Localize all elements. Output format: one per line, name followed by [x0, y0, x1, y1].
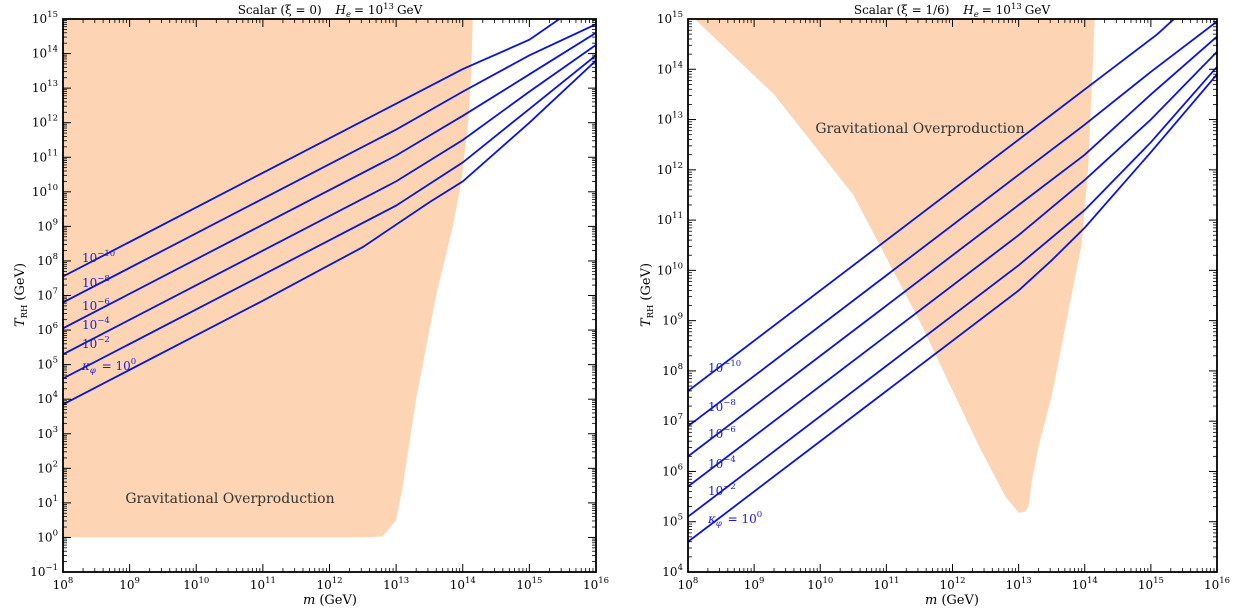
y-tick-label: 1013: [32, 79, 58, 95]
region-label-right: Gravitational Overproduction: [815, 121, 1024, 137]
series-line-1: [63, 23, 596, 304]
y-tick-label: 1014: [657, 60, 683, 76]
series-line-4: [63, 54, 596, 380]
x-tick-label: 108: [678, 576, 699, 592]
plot-frame-left: [62, 18, 597, 573]
panel-right: 108 109 1010 1011 1012 1013 1014 1015 1016 104 105…: [639, 2, 1230, 608]
x-tick-label: 109: [119, 576, 140, 592]
y-tick-label: 108: [662, 362, 683, 378]
y-tick-label: 1013: [657, 111, 683, 127]
y-tick-label: 106: [37, 321, 58, 337]
series-line-5: [688, 73, 1217, 543]
series-line-4: [688, 66, 1217, 518]
curve-labels-left: 10−10 10−8 10−6 10−4 10−2 κφ = 100: [81, 249, 136, 376]
x-tick-label: 1013: [383, 576, 409, 592]
x-tick-label: 1015: [516, 576, 542, 592]
overproduction-region-left: [63, 19, 473, 538]
overproduction-region-shape: [63, 19, 473, 538]
y-tick-label: 105: [662, 513, 683, 529]
y-tick-label: 107: [662, 412, 683, 428]
x-tick-label: 109: [744, 576, 765, 592]
y-tick-label: 1015: [657, 10, 683, 26]
curve-label-0: 10−10: [708, 359, 741, 375]
y-tick-label: 1015: [32, 10, 58, 26]
x-tick-label: 1014: [450, 576, 476, 592]
series-line-0: [63, 19, 560, 278]
series-line-2: [688, 35, 1217, 458]
x-tick-label: 1012: [939, 576, 965, 592]
y-tick-label: 107: [37, 287, 58, 303]
curve-label-1: 10−8: [708, 398, 736, 414]
x-tick-label: 1015: [1138, 576, 1164, 592]
series-line-1: [688, 20, 1217, 427]
curve-label-4: 10−2: [708, 482, 736, 498]
y-tick-label: 1012: [32, 114, 58, 130]
x-tick-label: 1014: [1072, 576, 1098, 592]
curve-label-3: 10−4: [708, 455, 736, 471]
x-axis-label-right: m (GeV): [925, 593, 979, 608]
y-tick-label: 102: [37, 459, 58, 475]
plot-frame-right: [687, 18, 1218, 573]
series-line-3: [688, 51, 1217, 488]
y-tick-label: 104: [37, 390, 58, 406]
curve-label-5: κφ = 100: [707, 510, 762, 529]
y-tick-label: 103: [37, 425, 58, 441]
y-tick-label: 109: [662, 312, 683, 328]
curve-label-1: 10−8: [82, 274, 110, 290]
curve-label-5: κφ = 100: [81, 357, 136, 376]
series-line-5: [63, 59, 596, 406]
series-line-3: [63, 44, 596, 356]
y-axis-label-right: TRH(GeV): [639, 263, 656, 327]
curve-labels-right: 10−10 10−8 10−6 10−4 10−2 κφ = 100: [707, 359, 762, 529]
y-tick-label: 1011: [32, 148, 58, 164]
x-tick-label: 1011: [250, 576, 276, 592]
x-tick-label: 1010: [807, 576, 833, 592]
y-tick-label: 1010: [32, 183, 58, 199]
curve-label-2: 10−6: [82, 297, 110, 313]
y-tick-label: 1010: [657, 261, 683, 277]
region-label-left: Gravitational Overproduction: [125, 491, 334, 507]
y-tick-label: 100: [37, 528, 58, 544]
x-tick-label: 1010: [183, 576, 209, 592]
curve-label-0: 10−10: [82, 249, 115, 265]
title-left: Scalar (ξ = 0) He = 1013 GeV: [238, 2, 423, 20]
x-axis-label-left: m (GeV): [303, 593, 357, 608]
y-tick-label: 1011: [657, 211, 683, 227]
y-tick-label: 101: [37, 494, 58, 510]
y-tick-label: 104: [662, 563, 683, 579]
overproduction-region-shape: [694, 19, 1095, 513]
overproduction-region-right: [694, 19, 1095, 513]
x-tick-label: 1011: [873, 576, 899, 592]
y-tick-label: 108: [37, 252, 58, 268]
y-tick-label: 105: [37, 356, 58, 372]
y-tick-label: 106: [662, 462, 683, 478]
x-tick-label: 1016: [583, 576, 609, 592]
curve-label-2: 10−6: [708, 425, 736, 441]
series-line-2: [63, 32, 596, 330]
series-line-0: [688, 19, 1175, 392]
y-tick-label: 1014: [32, 45, 58, 61]
y-axis-label-left: TRH(GeV): [13, 263, 30, 327]
x-tick-label: 108: [53, 576, 74, 592]
title-right: Scalar (ξ = 1/6) He = 1013 GeV: [854, 2, 1051, 20]
x-tick-label: 1012: [316, 576, 342, 592]
series-lines-left: [63, 19, 596, 406]
curve-label-4: 10−2: [82, 335, 110, 351]
x-tick-label: 1013: [1006, 576, 1032, 592]
ticks-right: 108 109 1010 1011 1012 1013 1014 1015 1016 104 105…: [657, 10, 1230, 592]
y-tick-label: 109: [37, 217, 58, 233]
y-tick-label: 10−1: [30, 563, 58, 579]
y-tick-label: 1012: [657, 161, 683, 177]
panel-left: 108 109 1010 1011 1012 1013 1014 1015 101610−110…: [13, 2, 609, 608]
series-lines-right: [688, 19, 1217, 543]
curve-label-3: 10−4: [82, 316, 110, 332]
x-tick-label: 1016: [1204, 576, 1230, 592]
